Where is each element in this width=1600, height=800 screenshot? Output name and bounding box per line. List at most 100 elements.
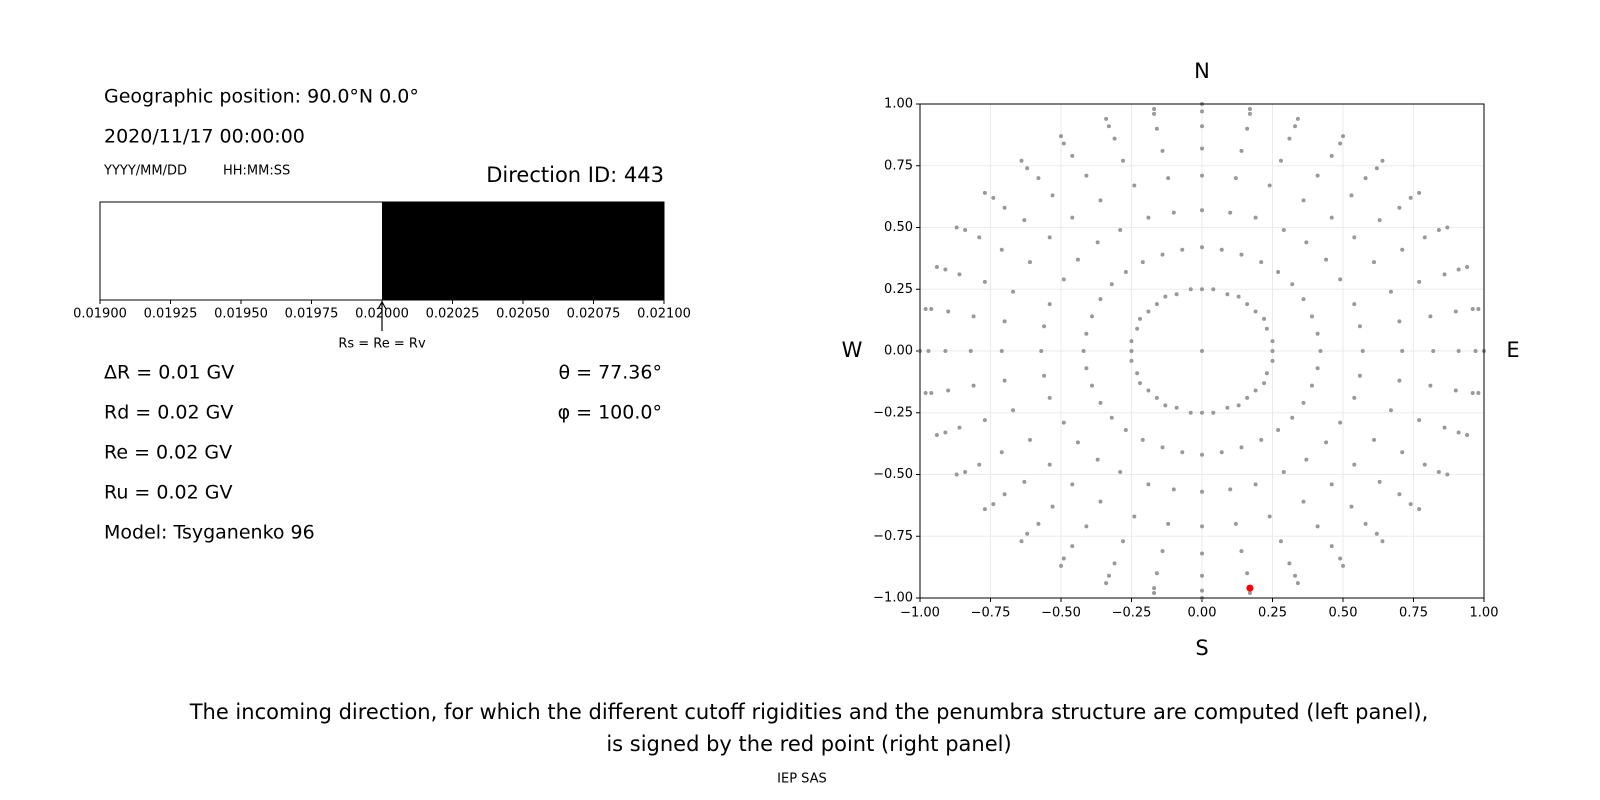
direction-point: [1470, 390, 1475, 395]
direction-point: [1200, 208, 1204, 213]
axes-frame: [919, 103, 1485, 599]
direction-point: [1025, 166, 1030, 171]
x-tick-label: 0.02100: [637, 307, 691, 322]
direction-point: [1174, 292, 1179, 297]
direction-point: [934, 265, 939, 270]
direction-point: [1259, 437, 1264, 442]
direction-point: [1118, 470, 1123, 475]
direction-point: [1180, 247, 1185, 252]
direction-point: [1019, 158, 1024, 163]
direction-point: [1417, 418, 1422, 423]
direction-point: [1445, 225, 1450, 230]
direction-point: [1129, 358, 1134, 363]
direction-point: [1377, 218, 1382, 223]
direction-point: [1476, 307, 1481, 312]
direction-point: [977, 235, 982, 240]
arrow-head: [377, 300, 387, 310]
direction-point: [1154, 302, 1159, 307]
direction-point: [1341, 563, 1345, 568]
direction-point: [1236, 403, 1241, 408]
direction-point: [1061, 556, 1066, 561]
direction-point: [957, 425, 962, 430]
direction-point: [1374, 166, 1379, 171]
direction-point: [1118, 227, 1123, 232]
direction-point: [1166, 521, 1171, 526]
direction-point: [1225, 292, 1230, 297]
direction-point: [1253, 215, 1258, 220]
direction-point: [1081, 349, 1086, 353]
direction-point: [982, 190, 987, 195]
caption: is signed by the red point (right panel): [606, 732, 1011, 756]
direction-point: [1301, 400, 1306, 405]
direction-point: [1329, 482, 1334, 487]
direction-point: [1239, 549, 1244, 554]
direction-point: [1290, 282, 1295, 287]
model: Model: Tsyganenko 96: [104, 522, 315, 544]
direction-point: [1047, 462, 1052, 467]
direction-point: [1262, 381, 1267, 386]
direction-point: [1315, 331, 1320, 336]
direction-point: [1262, 316, 1267, 321]
direction-point: [1456, 267, 1461, 272]
direction-point: [1174, 405, 1179, 410]
direction-point: [1304, 457, 1309, 462]
direction-point: [1245, 302, 1250, 307]
direction-point: [934, 432, 939, 437]
direction-point: [1098, 499, 1103, 504]
direction-point: [1123, 428, 1128, 433]
direction-point: [1084, 173, 1089, 178]
x-tick-label: 0.50: [1329, 606, 1358, 621]
direction-point: [1301, 198, 1306, 203]
direction-point: [1200, 287, 1204, 292]
x-tick-label: 0.01950: [214, 307, 268, 322]
direction-point: [1329, 544, 1334, 549]
compass-label: W: [842, 338, 863, 362]
direction-point: [1098, 198, 1103, 203]
direction-point: [1259, 260, 1264, 265]
direction-point: [1132, 183, 1137, 188]
direction-point: [1106, 573, 1111, 578]
direction-point: [1027, 437, 1032, 442]
direction-point: [1363, 176, 1368, 181]
direction-point: [1349, 193, 1354, 198]
direction-point: [1397, 378, 1402, 383]
position: Geographic position: 90.0°N 0.0°: [104, 86, 419, 108]
direction-point: [1301, 297, 1306, 302]
direction-point: [1473, 349, 1478, 353]
direction-point: [1129, 339, 1134, 344]
x-tick-label: 1.00: [1470, 606, 1499, 621]
direction-point: [1070, 482, 1075, 487]
direction-point: [1002, 378, 1007, 383]
direction-point: [982, 418, 987, 423]
direction-point: [1253, 388, 1258, 393]
direction-point: [1270, 358, 1275, 363]
direction-point: [1228, 210, 1233, 215]
direction-point: [1050, 193, 1055, 198]
direction-point: [1470, 307, 1475, 312]
direction-point: [1002, 319, 1007, 324]
direction-point: [1166, 176, 1171, 181]
direction-point: [991, 195, 996, 200]
direction-point: [943, 267, 948, 272]
direction-point: [1084, 331, 1089, 336]
direction-point: [1400, 450, 1405, 455]
direction-point: [1104, 581, 1109, 586]
direction-point: [1293, 124, 1298, 129]
direction-point: [1341, 134, 1345, 139]
direction-point: [1267, 514, 1272, 519]
direction-point: [1211, 410, 1216, 415]
direction-point: [1352, 395, 1357, 400]
direction-point: [1095, 457, 1100, 462]
direction-point: [1417, 507, 1422, 512]
angle: θ = 77.36°: [558, 362, 662, 384]
direction-point: [1431, 349, 1436, 353]
direction-point: [1211, 287, 1216, 292]
direction-point: [1061, 420, 1066, 425]
direction-point: [1349, 504, 1354, 509]
direction-point: [1465, 432, 1470, 437]
x-tick-label: 0.01925: [144, 307, 198, 322]
direction-point: [1075, 440, 1080, 445]
direction-point: [1233, 176, 1238, 181]
direction-point: [963, 227, 968, 232]
direction-point: [999, 247, 1004, 252]
